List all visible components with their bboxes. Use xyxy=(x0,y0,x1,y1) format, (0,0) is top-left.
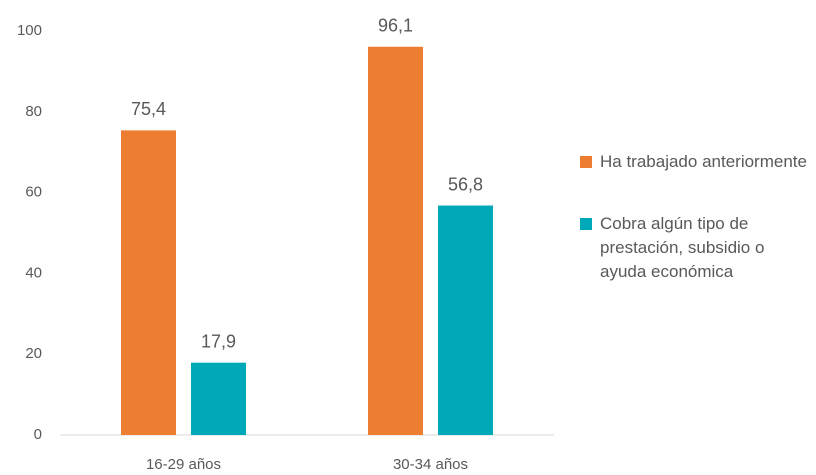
legend-item: Cobra algún tipo de prestación, subsidio… xyxy=(580,212,810,284)
legend-swatch xyxy=(580,218,592,230)
legend: Ha trabajado anteriormente Cobra algún ti… xyxy=(580,150,810,322)
x-tick-label: 30-34 años xyxy=(393,456,468,473)
y-tick-label: 100 xyxy=(17,22,42,39)
legend-label: Cobra algún tipo de prestación, subsidio… xyxy=(600,214,765,281)
value-label: 56,8 xyxy=(448,174,483,194)
bar xyxy=(191,362,246,435)
y-tick-label: 60 xyxy=(25,184,42,201)
bar xyxy=(368,46,423,435)
y-tick-label: 80 xyxy=(25,103,42,120)
value-label: 96,1 xyxy=(378,16,413,36)
y-tick-label: 40 xyxy=(25,264,42,281)
legend-item: Ha trabajado anteriormente xyxy=(580,150,810,174)
value-label: 75,4 xyxy=(131,99,166,119)
bar xyxy=(438,205,493,435)
x-tick-label: 16-29 años xyxy=(146,456,221,473)
legend-label: Ha trabajado anteriormente xyxy=(600,152,807,171)
legend-swatch xyxy=(580,156,592,168)
value-label: 17,9 xyxy=(201,331,236,351)
y-tick-label: 20 xyxy=(25,345,42,362)
bar xyxy=(121,130,176,435)
y-tick-label: 0 xyxy=(34,426,42,443)
